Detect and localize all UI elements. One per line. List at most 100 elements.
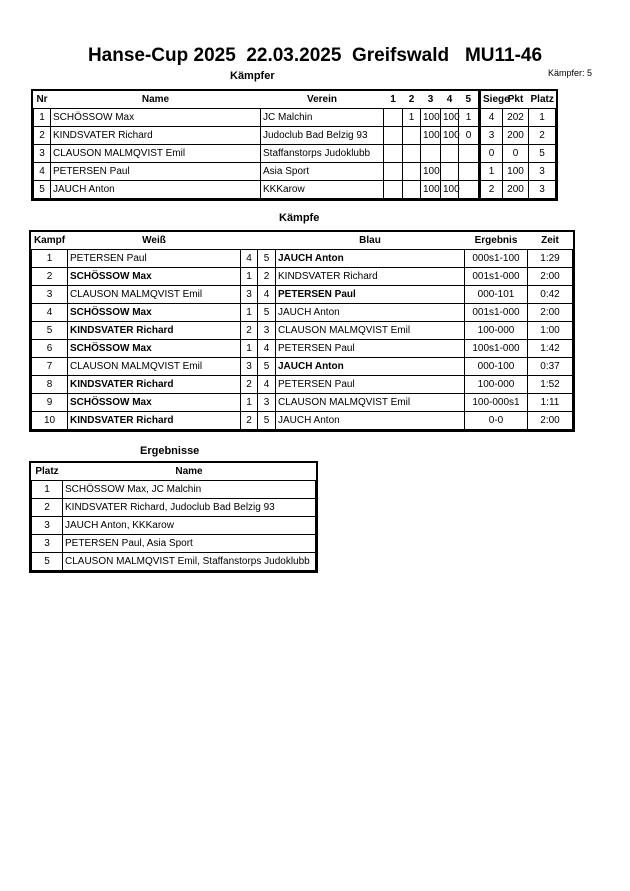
page-title: Hanse-Cup 2025 22.03.2025 Greifswald MU1… xyxy=(87,45,543,66)
fight-n: 3 xyxy=(31,285,68,304)
result-place: 2 xyxy=(31,498,63,517)
fighter-cell xyxy=(383,126,403,145)
fight-blue: JAUCH Anton xyxy=(275,249,465,268)
result-place: 5 xyxy=(31,552,63,571)
fighter-cell xyxy=(440,144,459,163)
col-ergebnis: Ergebnis xyxy=(464,232,528,250)
col-name: Name xyxy=(62,463,316,481)
fight-blue: JAUCH Anton xyxy=(275,357,465,376)
fight-result: 001s1-000 xyxy=(464,267,528,286)
fighter-cell: 100 xyxy=(420,126,441,145)
fighter-cell: 3 xyxy=(528,180,556,199)
fighter-cell xyxy=(458,144,480,163)
fighter-cell: 1 xyxy=(33,108,51,127)
col-weiss: Weiß xyxy=(67,232,241,250)
fighters-table: Nr Name Verein 1 2 3 4 5 Siege Pkt Platz 1 SCHÖSSOW … xyxy=(31,89,558,201)
fighter-cell: JAUCH Anton xyxy=(50,180,261,199)
fight-w: 1 xyxy=(240,267,258,286)
col-header: Verein xyxy=(260,91,384,109)
fighter-cell: KKKarow xyxy=(260,180,384,199)
fighter-cell xyxy=(383,108,403,127)
fight-blue: CLAUSON MALMQVIST Emil xyxy=(275,321,465,340)
fight-n: 9 xyxy=(31,393,68,412)
result-row: 3 PETERSEN Paul, Asia Sport xyxy=(31,534,316,553)
fight-row: 1 PETERSEN Paul 4 5 JAUCH Anton 000s1-100 1:29 xyxy=(31,249,573,268)
fight-white: CLAUSON MALMQVIST Emil xyxy=(67,357,241,376)
fighter-cell: 4 xyxy=(478,108,503,127)
fight-n: 10 xyxy=(31,411,68,430)
fighters-heading: Kämpfer xyxy=(230,70,275,82)
col-header: 1 xyxy=(383,91,403,109)
fight-result: 000-101 xyxy=(464,285,528,304)
fighter-cell: 1 xyxy=(478,162,503,181)
fighter-cell xyxy=(402,162,421,181)
fighter-cell: 4 xyxy=(33,162,51,181)
result-row: 5 CLAUSON MALMQVIST Emil, Staffanstorps J… xyxy=(31,552,316,571)
fighter-cell: 5 xyxy=(528,144,556,163)
fight-n: 8 xyxy=(31,375,68,394)
fight-b: 3 xyxy=(257,393,276,412)
fighter-cell: KINDSVATER Richard xyxy=(50,126,261,145)
fight-result: 100-000 xyxy=(464,375,528,394)
fight-result: 0-0 xyxy=(464,411,528,430)
fighter-cell xyxy=(402,180,421,199)
fighter-row: 1 SCHÖSSOW Max JC Malchin 1 100 100 1 4 202 1 xyxy=(33,108,556,127)
fight-w: 3 xyxy=(240,285,258,304)
fight-w: 3 xyxy=(240,357,258,376)
fight-result: 100-000 xyxy=(464,321,528,340)
fight-white: KINDSVATER Richard xyxy=(67,375,241,394)
fight-result: 100s1-000 xyxy=(464,339,528,358)
fight-result: 100-000s1 xyxy=(464,393,528,412)
fight-b: 4 xyxy=(257,285,276,304)
fight-row: 6 SCHÖSSOW Max 1 4 PETERSEN Paul 100s1-000 1:4… xyxy=(31,339,573,358)
fighter-cell: 200 xyxy=(502,126,529,145)
fight-white: SCHÖSSOW Max xyxy=(67,339,241,358)
fight-n: 4 xyxy=(31,303,68,322)
fight-n: 6 xyxy=(31,339,68,358)
fight-b: 3 xyxy=(257,321,276,340)
fight-b: 4 xyxy=(257,375,276,394)
col-header: Nr xyxy=(33,91,51,109)
result-row: 2 KINDSVATER Richard, Judoclub Bad Belzig… xyxy=(31,498,316,517)
fighter-count: Kämpfer: 5 xyxy=(548,68,593,78)
fighter-cell: 0 xyxy=(458,126,480,145)
fight-w: 4 xyxy=(240,249,258,268)
fighter-cell: 3 xyxy=(478,126,503,145)
result-name: KINDSVATER Richard, Judoclub Bad Belzig … xyxy=(62,498,316,517)
fighter-cell: 100 xyxy=(420,180,441,199)
fighter-cell: Asia Sport xyxy=(260,162,384,181)
result-place: 1 xyxy=(31,480,63,499)
fighter-cell: JC Malchin xyxy=(260,108,384,127)
fight-time: 1:00 xyxy=(527,321,573,340)
fight-white: KINDSVATER Richard xyxy=(67,411,241,430)
fight-w: 2 xyxy=(240,321,258,340)
fight-time: 1:52 xyxy=(527,375,573,394)
fighter-cell xyxy=(402,126,421,145)
fight-blue: PETERSEN Paul xyxy=(275,285,465,304)
fight-blue: PETERSEN Paul xyxy=(275,375,465,394)
fighter-cell: 100 xyxy=(420,108,441,127)
fight-row: 3 CLAUSON MALMQVIST Emil 3 4 PETERSEN Paul 00… xyxy=(31,285,573,304)
result-name: PETERSEN Paul, Asia Sport xyxy=(62,534,316,553)
fight-blue: PETERSEN Paul xyxy=(275,339,465,358)
fight-b: 4 xyxy=(257,339,276,358)
fighter-cell: 2 xyxy=(33,126,51,145)
fight-row: 2 SCHÖSSOW Max 1 2 KINDSVATER Richard 001s1-0… xyxy=(31,267,573,286)
fighter-cell: 100 xyxy=(440,108,460,127)
fighter-cell: 2 xyxy=(478,180,503,199)
fighter-cell: 1 xyxy=(402,108,421,127)
col-header: 5 xyxy=(458,91,480,109)
fighter-cell: Judoclub Bad Belzig 93 xyxy=(260,126,384,145)
result-place: 3 xyxy=(31,534,63,553)
fighter-cell: 3 xyxy=(33,144,51,163)
fight-blue: KINDSVATER Richard xyxy=(275,267,465,286)
fighter-cell: 202 xyxy=(502,108,529,127)
fight-row: 9 SCHÖSSOW Max 1 3 CLAUSON MALMQVIST Emil 100… xyxy=(31,393,573,412)
fight-w: 2 xyxy=(240,375,258,394)
fighter-cell: 0 xyxy=(478,144,503,163)
fighter-cell xyxy=(402,144,421,163)
fight-time: 2:00 xyxy=(527,411,573,430)
results-heading: Ergebnisse xyxy=(140,445,200,457)
fight-n: 7 xyxy=(31,357,68,376)
fighter-cell: SCHÖSSOW Max xyxy=(50,108,261,127)
